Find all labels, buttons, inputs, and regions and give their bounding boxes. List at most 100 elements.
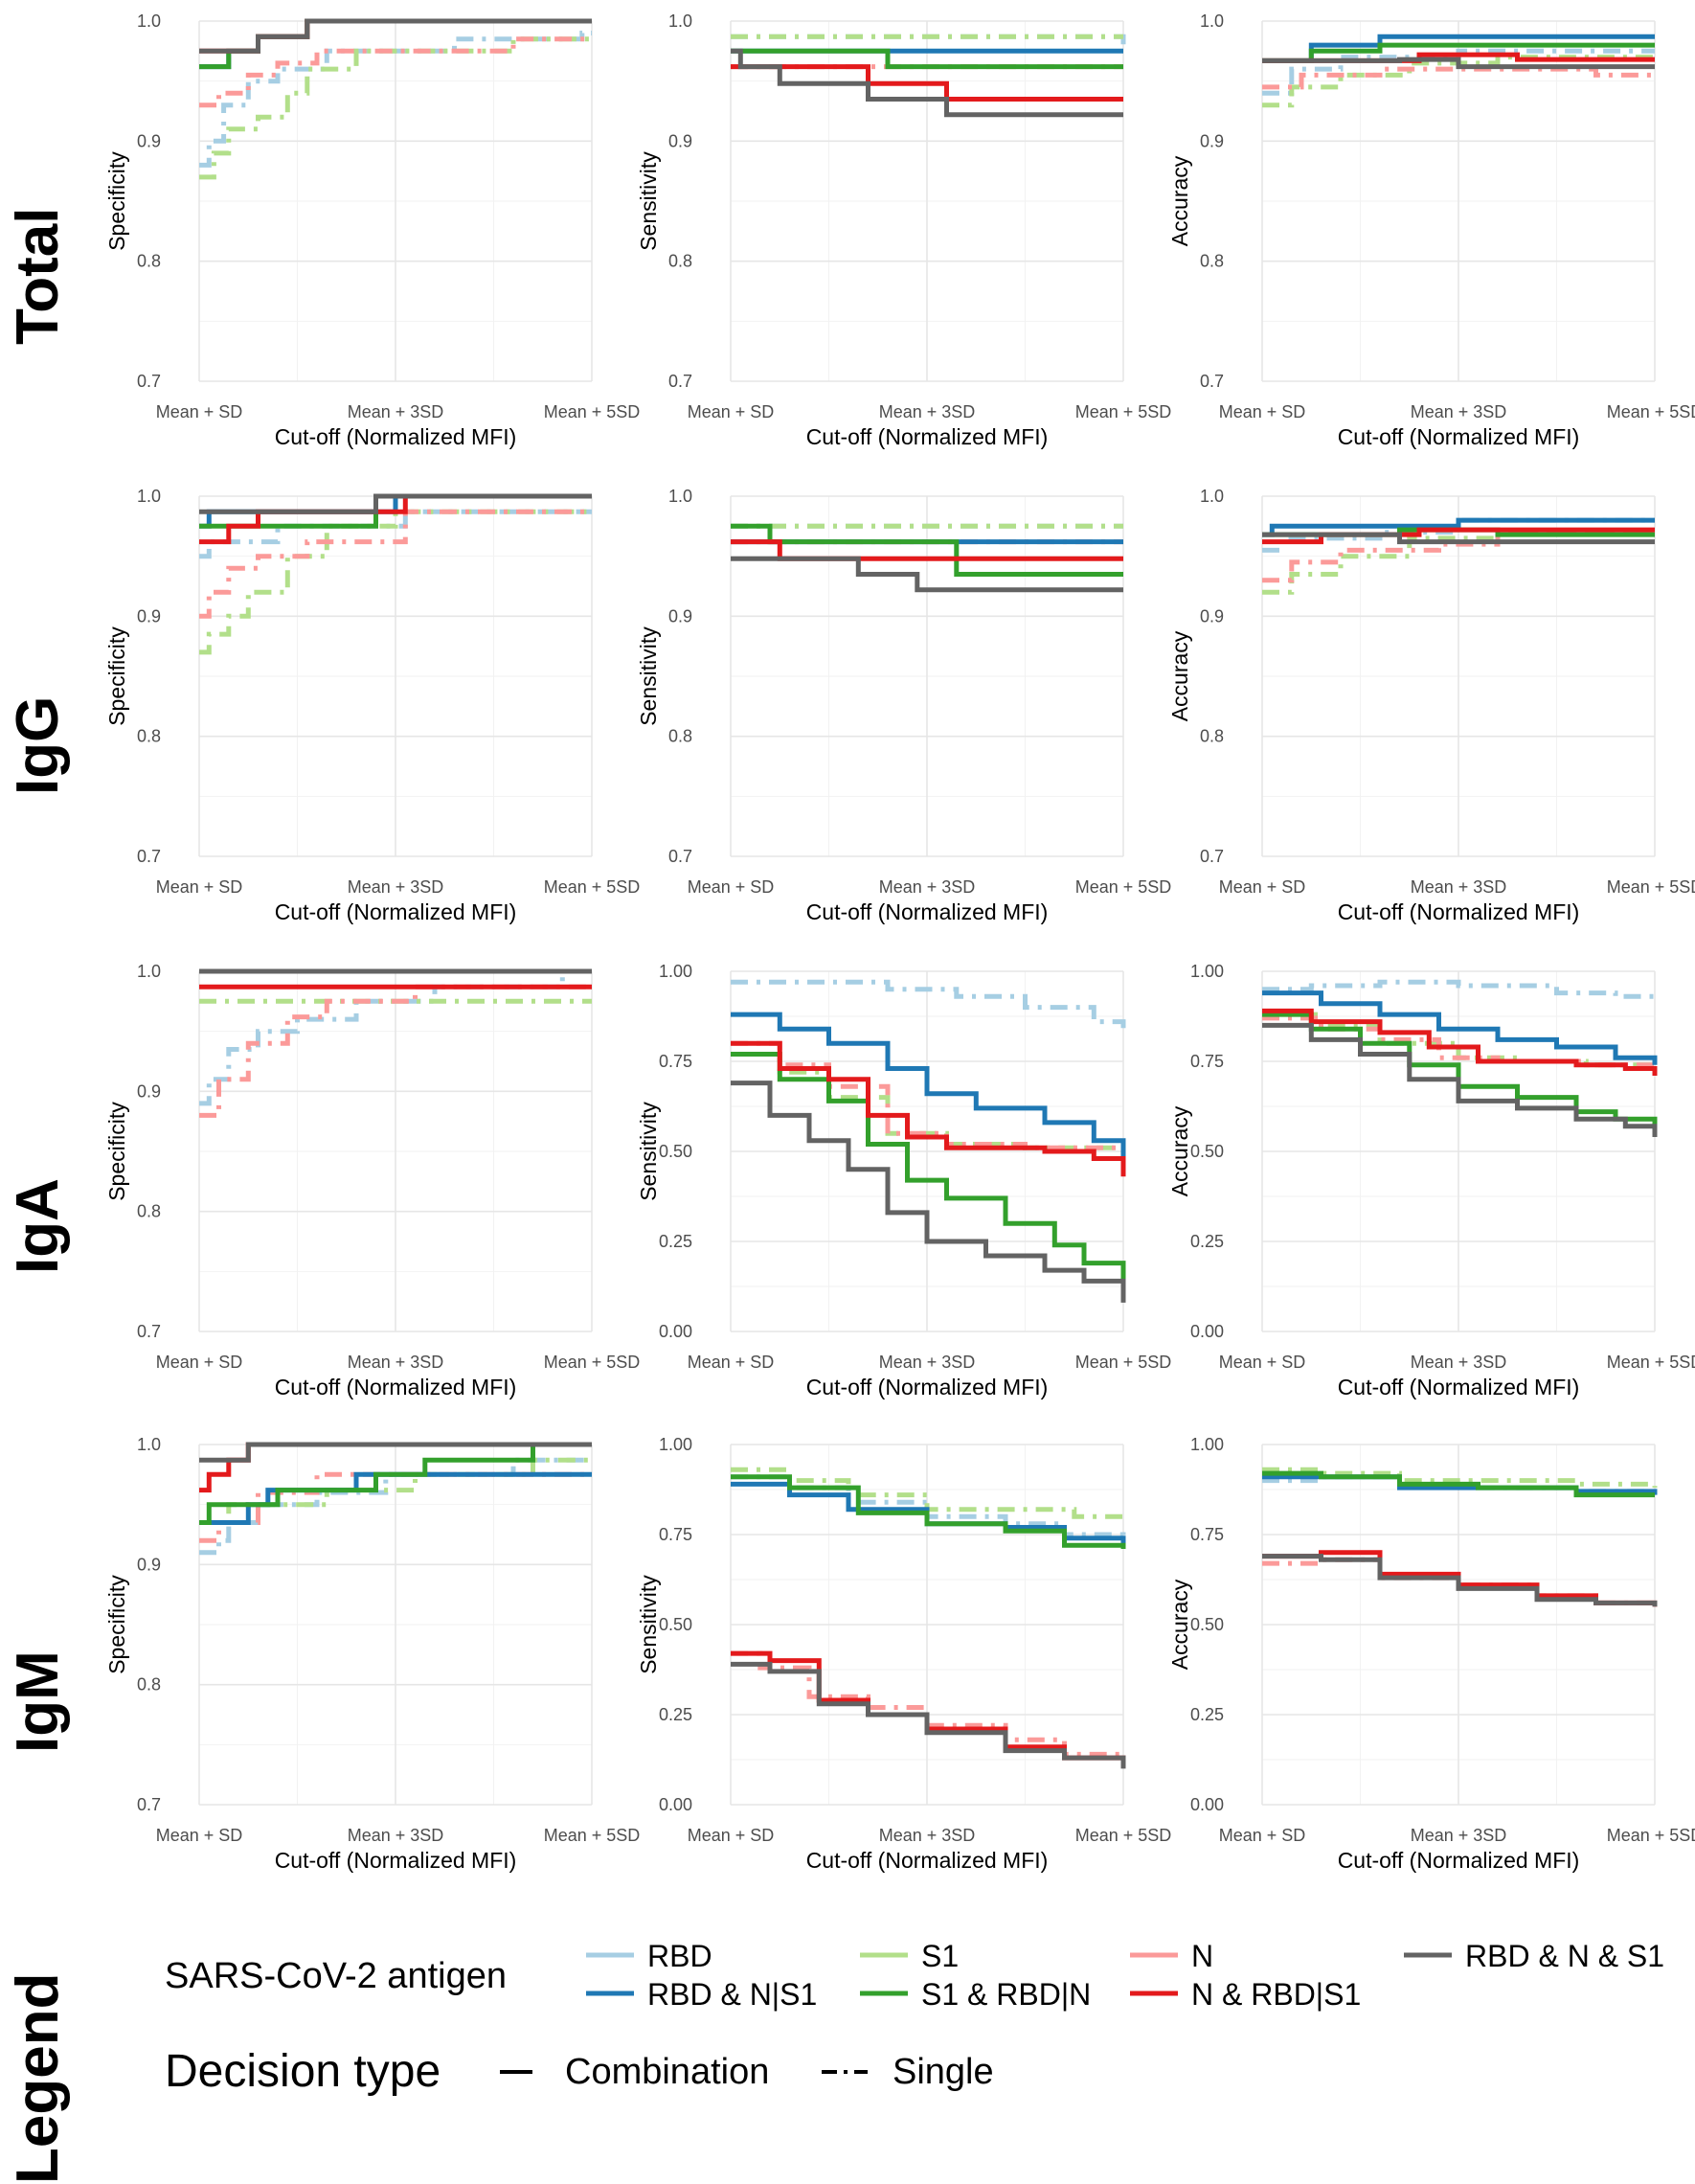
series-line-n	[199, 36, 592, 108]
x-tick-label: Mean + SD	[156, 1826, 243, 1845]
y-tick-label: 1.00	[1190, 962, 1224, 981]
x-tick-label: Mean + 3SD	[879, 877, 976, 897]
y-tick-label: 1.00	[659, 1435, 692, 1454]
x-axis-title: Cut-off (Normalized MFI)	[806, 1848, 1049, 1873]
series-line-rbd	[1262, 979, 1658, 1004]
series-line-s1-rbd-n	[199, 1442, 592, 1525]
legend: SARS-CoV-2 antigen RBD RBD & N|S1 S1 S1 & R…	[165, 1939, 1664, 2097]
x-tick-label: Mean + 3SD	[1411, 1826, 1507, 1845]
x-tick-label: Mean + 3SD	[879, 402, 976, 421]
y-axis-title: Sensitivity	[636, 1102, 661, 1201]
y-tick-label: 1.0	[668, 487, 692, 506]
legend-decision-entries: Combination Single	[500, 2052, 994, 2092]
series-line-rbd-n-s1	[199, 1471, 592, 1525]
series-line-rbd-n-s1	[1262, 532, 1655, 545]
x-tick-label: Mean + SD	[1219, 402, 1306, 421]
x-tick-label: Mean + SD	[688, 402, 775, 421]
y-tick-label: 1.00	[1190, 1435, 1224, 1454]
y-tick-label: 0.25	[1190, 1705, 1224, 1724]
y-tick-label: 0.25	[659, 1705, 692, 1724]
series-line-s1-rbd-n	[731, 48, 1123, 70]
y-tick-label: 1.0	[1200, 11, 1224, 31]
y-tick-label: 0.75	[659, 1525, 692, 1544]
series-line-rbd-n-s1	[1262, 57, 1655, 70]
x-tick-label: Mean + 3SD	[1411, 877, 1507, 897]
y-tick-label: 0.75	[1190, 1052, 1224, 1071]
y-tick-label: 0.50	[1190, 1615, 1224, 1634]
x-tick-label: Mean + 5SD	[1607, 402, 1695, 421]
legend-label: S1	[921, 1939, 959, 1973]
x-tick-label: Mean + 5SD	[1075, 1353, 1172, 1372]
x-axis-title: Cut-off (Normalized MFI)	[1338, 1848, 1580, 1873]
x-tick-label: Mean + 5SD	[1607, 1353, 1695, 1372]
x-tick-label: Mean + 3SD	[348, 402, 444, 421]
y-tick-label: 0.8	[137, 252, 161, 271]
series-line-rbd-n-s1	[199, 18, 592, 54]
y-tick-label: 0.50	[659, 1142, 692, 1161]
y-tick-label: 0.7	[137, 1795, 161, 1814]
series-line-rbd-n-s1	[731, 1081, 1126, 1303]
y-tick-label: 0.00	[1190, 1322, 1224, 1341]
series-line-s1	[199, 509, 592, 655]
y-tick-label: 0.9	[668, 131, 692, 150]
y-axis-title: Specificity	[104, 1102, 129, 1201]
y-tick-label: 1.0	[668, 11, 692, 31]
series-line-n	[1262, 66, 1655, 90]
x-tick-label: Mean + SD	[688, 1826, 775, 1845]
series-line-n-rbd-s1	[199, 493, 592, 545]
y-tick-label: 0.8	[137, 1202, 161, 1221]
chart-panel-iga-sensitivity: 0.00 0.25 0.50 0.75 1.00 Mean + SD Mean + 3SD M…	[636, 962, 1171, 1399]
y-axis-title: Specificity	[104, 1575, 129, 1674]
x-tick-label: Mean + 5SD	[1607, 877, 1695, 897]
series-line-rbd-n-s1	[1262, 1554, 1658, 1607]
series-line-n	[1262, 530, 1655, 583]
x-tick-label: Mean + SD	[156, 877, 243, 897]
x-axis-title: Cut-off (Normalized MFI)	[275, 899, 517, 924]
x-axis-title: Cut-off (Normalized MFI)	[1338, 1375, 1580, 1399]
y-tick-label: 0.50	[1190, 1142, 1224, 1161]
y-tick-label: 0.9	[1200, 131, 1224, 150]
series-line-rbd-n-s1	[1262, 1022, 1658, 1137]
y-tick-label: 0.7	[137, 372, 161, 391]
legend-label: N & RBD|S1	[1191, 1977, 1361, 2012]
x-tick-label: Mean + 5SD	[544, 1826, 641, 1845]
legend-antigen-entries: RBD RBD & N|S1 S1 S1 & RBD|N N N & RBD|S1 RBD …	[586, 1939, 1664, 2012]
y-tick-label: 1.0	[137, 11, 161, 31]
x-axis-title: Cut-off (Normalized MFI)	[1338, 424, 1580, 449]
series-line-n-rbd-s1	[731, 64, 1123, 102]
legend-label: RBD & N|S1	[647, 1977, 817, 2012]
x-tick-label: Mean + 3SD	[1411, 402, 1507, 421]
chart-panel-igm-sensitivity: 0.00 0.25 0.50 0.75 1.00 Mean + SD Mean + 3SD M…	[636, 1435, 1171, 1873]
y-tick-label: 1.0	[137, 1435, 161, 1454]
y-tick-label: 1.0	[1200, 487, 1224, 506]
y-tick-label: 1.0	[137, 962, 161, 981]
series-line-rbd	[731, 979, 1126, 1036]
y-axis-title: Accuracy	[1167, 1105, 1192, 1196]
y-tick-label: 0.9	[137, 606, 161, 626]
y-tick-label: 0.8	[668, 252, 692, 271]
y-tick-label: 0.50	[659, 1615, 692, 1634]
y-tick-label: 0.8	[1200, 727, 1224, 746]
y-tick-label: 1.00	[659, 962, 692, 981]
chart-panel-total-sensitivity: 0.7 0.8 0.9 1.0 Mean + SD Mean + 3SD Mean + 5S…	[636, 11, 1171, 449]
series-line-s1-rbd-n	[731, 523, 1123, 577]
x-axis-title: Cut-off (Normalized MFI)	[806, 899, 1049, 924]
x-axis-title: Cut-off (Normalized MFI)	[275, 1375, 517, 1399]
series-line-rbd	[199, 31, 592, 168]
series-line-rbd-n-s1	[1262, 990, 1658, 1065]
x-tick-label: Mean + SD	[1219, 1353, 1306, 1372]
series-line-n-rbd-s1	[731, 1040, 1126, 1177]
legend-label-single: Single	[893, 2052, 994, 2092]
x-axis-title: Cut-off (Normalized MFI)	[806, 424, 1049, 449]
y-tick-label: 0.00	[659, 1322, 692, 1341]
y-axis-title: Sensitivity	[636, 1575, 661, 1674]
x-tick-label: Mean + SD	[1219, 1826, 1306, 1845]
y-tick-label: 0.7	[668, 847, 692, 866]
y-tick-label: 0.75	[1190, 1525, 1224, 1544]
legend-label: RBD & N & S1	[1465, 1939, 1664, 1973]
y-tick-label: 0.9	[137, 1081, 161, 1101]
y-axis-title: Accuracy	[1167, 630, 1192, 721]
legend-antigen-title: SARS-CoV-2 antigen	[165, 1956, 507, 1996]
y-tick-label: 0.8	[137, 1675, 161, 1695]
y-tick-label: 1.0	[137, 487, 161, 506]
